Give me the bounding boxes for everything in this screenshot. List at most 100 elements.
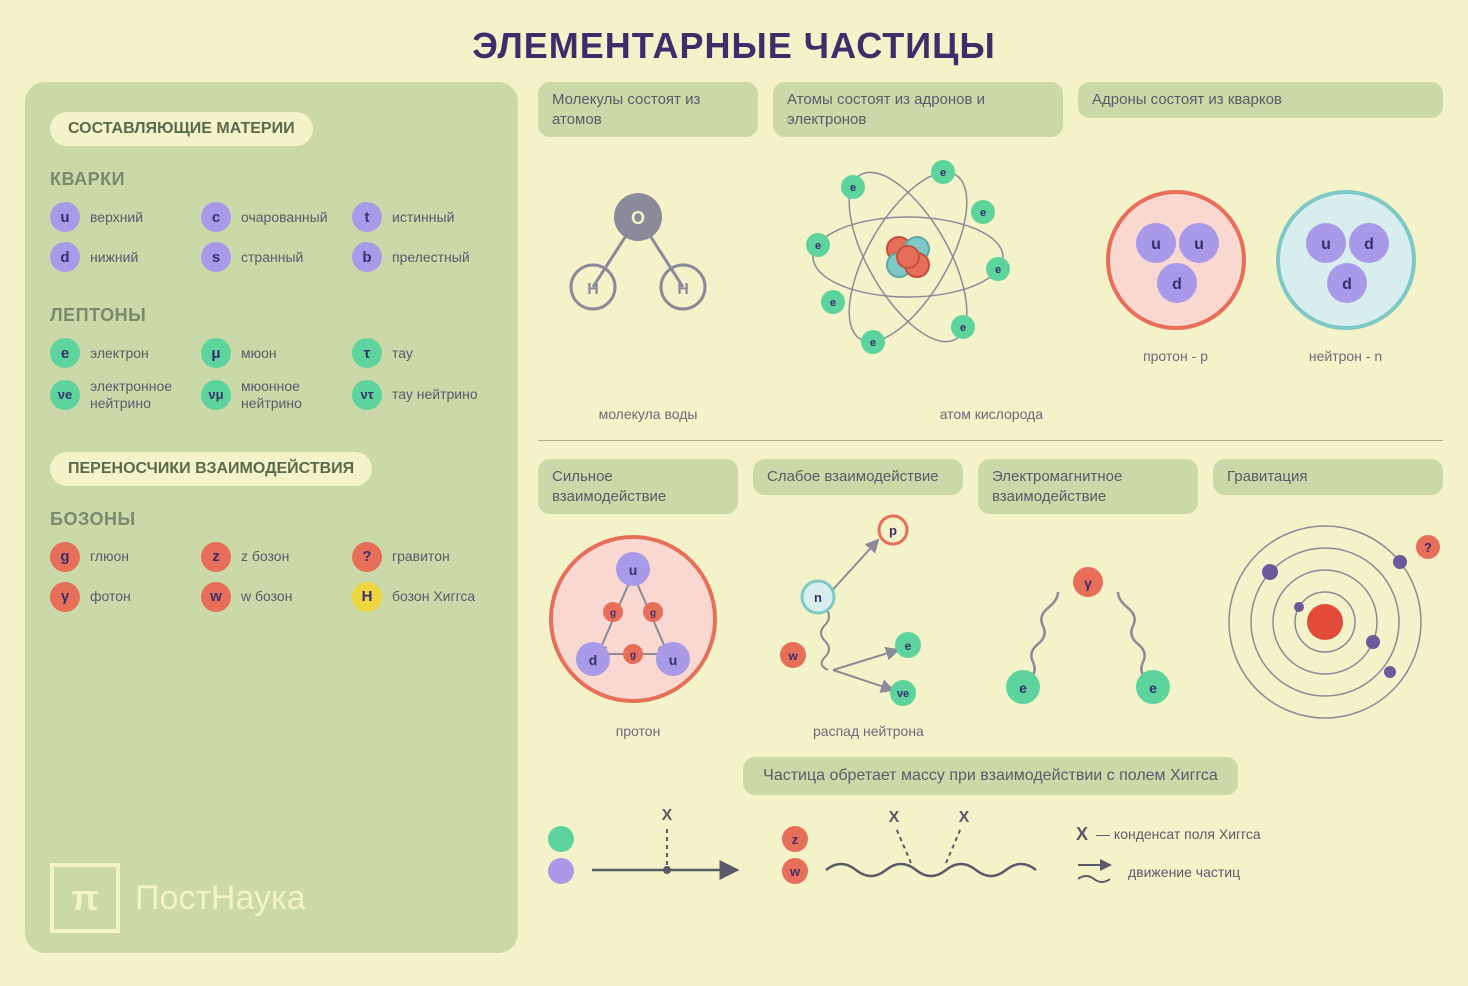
- boson-circle: H: [352, 582, 382, 612]
- svg-text:e: e: [1149, 680, 1157, 696]
- higgs-section: Частица обретает массу при взаимодействи…: [538, 757, 1443, 953]
- em-diagram: γ e e: [978, 524, 1198, 739]
- svg-text:g: g: [630, 650, 636, 661]
- svg-text:?: ?: [1424, 540, 1432, 555]
- boson-graviton: ?гравитон: [352, 542, 493, 572]
- higgs-diagram: X z w X X: [538, 810, 1443, 900]
- left-panel: СОСТАВЛЯЮЩИЕ МАТЕРИИ КВАРКИ uверхний cоч…: [25, 82, 518, 953]
- svg-text:w: w: [787, 649, 798, 663]
- boson-photon: γфотон: [50, 582, 191, 612]
- weak-card: Слабое взаимодействие p n w e νe: [753, 459, 963, 739]
- leptons-title: ЛЕПТОНЫ: [50, 305, 493, 326]
- atom-card: Атомы состоят из адронов и электронов: [773, 82, 1063, 422]
- svg-text:d: d: [1342, 276, 1352, 293]
- lepton-ve: νe электронное нейтрино: [50, 378, 191, 412]
- main-layout: СОСТАВЛЯЮЩИЕ МАТЕРИИ КВАРКИ u верхний cоч…: [0, 82, 1468, 978]
- lepton-circle: νe: [50, 380, 80, 410]
- higgs-purple-dot: [548, 858, 574, 884]
- higgs-legend-x: — конденсат поля Хиггса: [1096, 826, 1261, 842]
- boson-higgs: Hбозон Хиггса: [352, 582, 493, 612]
- higgs-header: Частица обретает массу при взаимодействи…: [743, 757, 1238, 795]
- svg-text:e: e: [830, 297, 836, 309]
- divider: [538, 440, 1443, 441]
- hadron-diagram: u u d протон - p u d d нейтрон: [1078, 128, 1443, 423]
- lepton-label: электрон: [90, 345, 149, 362]
- lepton-label: электронное нейтрино: [90, 378, 191, 412]
- molecule-diagram: O H H: [538, 147, 758, 406]
- svg-text:H: H: [677, 281, 689, 298]
- quark-circle: t: [352, 202, 382, 232]
- lepton-e: eэлектрон: [50, 338, 191, 368]
- svg-text:d: d: [1364, 236, 1374, 253]
- hadron-card: Адроны состоят из кварков u u d протон -…: [1078, 82, 1443, 422]
- forces-row: Сильное взаимодействие u d u g g g: [538, 459, 1443, 739]
- weak-diagram: p n w e νe: [753, 505, 963, 724]
- svg-text:g: g: [650, 608, 656, 619]
- quark-d: dнижний: [50, 242, 191, 272]
- svg-text:νe: νe: [897, 688, 909, 700]
- svg-text:X: X: [889, 809, 900, 826]
- quark-circle: d: [50, 242, 80, 272]
- neutron-caption: нейтрон - n: [1271, 348, 1421, 364]
- atom-diagram: e e e e e e e e: [773, 147, 1063, 406]
- quark-circle: c: [201, 202, 231, 232]
- quark-label: очарованный: [241, 209, 328, 226]
- right-panel: Молекулы состоят из атомов O H H молекул…: [538, 82, 1443, 953]
- higgs-green-dot: [548, 826, 574, 852]
- svg-text:g: g: [610, 608, 616, 619]
- boson-label: фотон: [90, 588, 131, 605]
- em-card: Электромагнитное взаимодействие γ e e: [978, 459, 1198, 739]
- quarks-title: КВАРКИ: [50, 169, 493, 190]
- boson-w: w w бозон: [201, 582, 342, 612]
- higgs-legend-move: движение частиц: [1128, 864, 1240, 880]
- strong-card: Сильное взаимодействие u d u g g g: [538, 459, 738, 739]
- strong-caption: протон: [538, 723, 738, 739]
- lepton-tau: τтау: [352, 338, 493, 368]
- lepton-circle: νμ: [201, 380, 231, 410]
- lepton-circle: τ: [352, 338, 382, 368]
- svg-text:γ: γ: [1084, 575, 1092, 591]
- higgs-z-dot: z: [782, 826, 808, 852]
- lepton-label: тау нейтрино: [392, 386, 478, 403]
- logo-icon: π: [50, 863, 120, 933]
- higgs-w-dot: w: [782, 858, 808, 884]
- boson-label: z бозон: [241, 548, 289, 565]
- quark-s: s странный: [201, 242, 342, 272]
- boson-label: глюон: [90, 548, 129, 565]
- gravity-header: Гравитация: [1213, 459, 1443, 495]
- quark-c: c очарованный: [201, 202, 342, 232]
- quark-t: t истинный: [352, 202, 493, 232]
- lepton-circle: μ: [201, 338, 231, 368]
- quarks-grid: uверхний cочарованный tистинный dнижний …: [50, 202, 493, 272]
- lepton-vtau: ντ тау нейтрино: [352, 378, 493, 412]
- svg-text:e: e: [850, 182, 856, 194]
- strong-header: Сильное взаимодействие: [538, 459, 738, 514]
- quark-label: верхний: [90, 209, 143, 226]
- lepton-circle: ντ: [352, 380, 382, 410]
- svg-text:p: p: [889, 523, 897, 538]
- boson-label: w бозон: [241, 588, 292, 605]
- boson-circle: w: [201, 582, 231, 612]
- gravity-card: Гравитация: [1213, 459, 1443, 739]
- quark-circle: s: [201, 242, 231, 272]
- boson-circle: z: [201, 542, 231, 572]
- quark-label: странный: [241, 249, 303, 266]
- quark-b: bпрелестный: [352, 242, 493, 272]
- boson-g: gглюон: [50, 542, 191, 572]
- structure-row: Молекулы состоят из атомов O H H молекул…: [538, 82, 1443, 422]
- lepton-mu: μмюон: [201, 338, 342, 368]
- higgs-x-label: X: [1076, 824, 1088, 845]
- boson-circle: g: [50, 542, 80, 572]
- svg-text:X: X: [959, 809, 970, 826]
- matter-section-label: СОСТАВЛЯЮЩИЕ МАТЕРИИ: [50, 112, 313, 146]
- svg-text:O: O: [631, 208, 645, 228]
- higgs-legend: X — конденсат поля Хиггса движение части…: [1076, 824, 1433, 887]
- quark-label: нижний: [90, 249, 138, 266]
- lepton-label: тау: [392, 345, 413, 362]
- quark-label: истинный: [392, 209, 454, 226]
- svg-text:e: e: [960, 322, 966, 334]
- svg-text:u: u: [669, 652, 678, 668]
- lepton-vmu: νμмюонное нейтрино: [201, 378, 342, 412]
- svg-text:e: e: [1019, 680, 1027, 696]
- svg-text:e: e: [815, 240, 821, 252]
